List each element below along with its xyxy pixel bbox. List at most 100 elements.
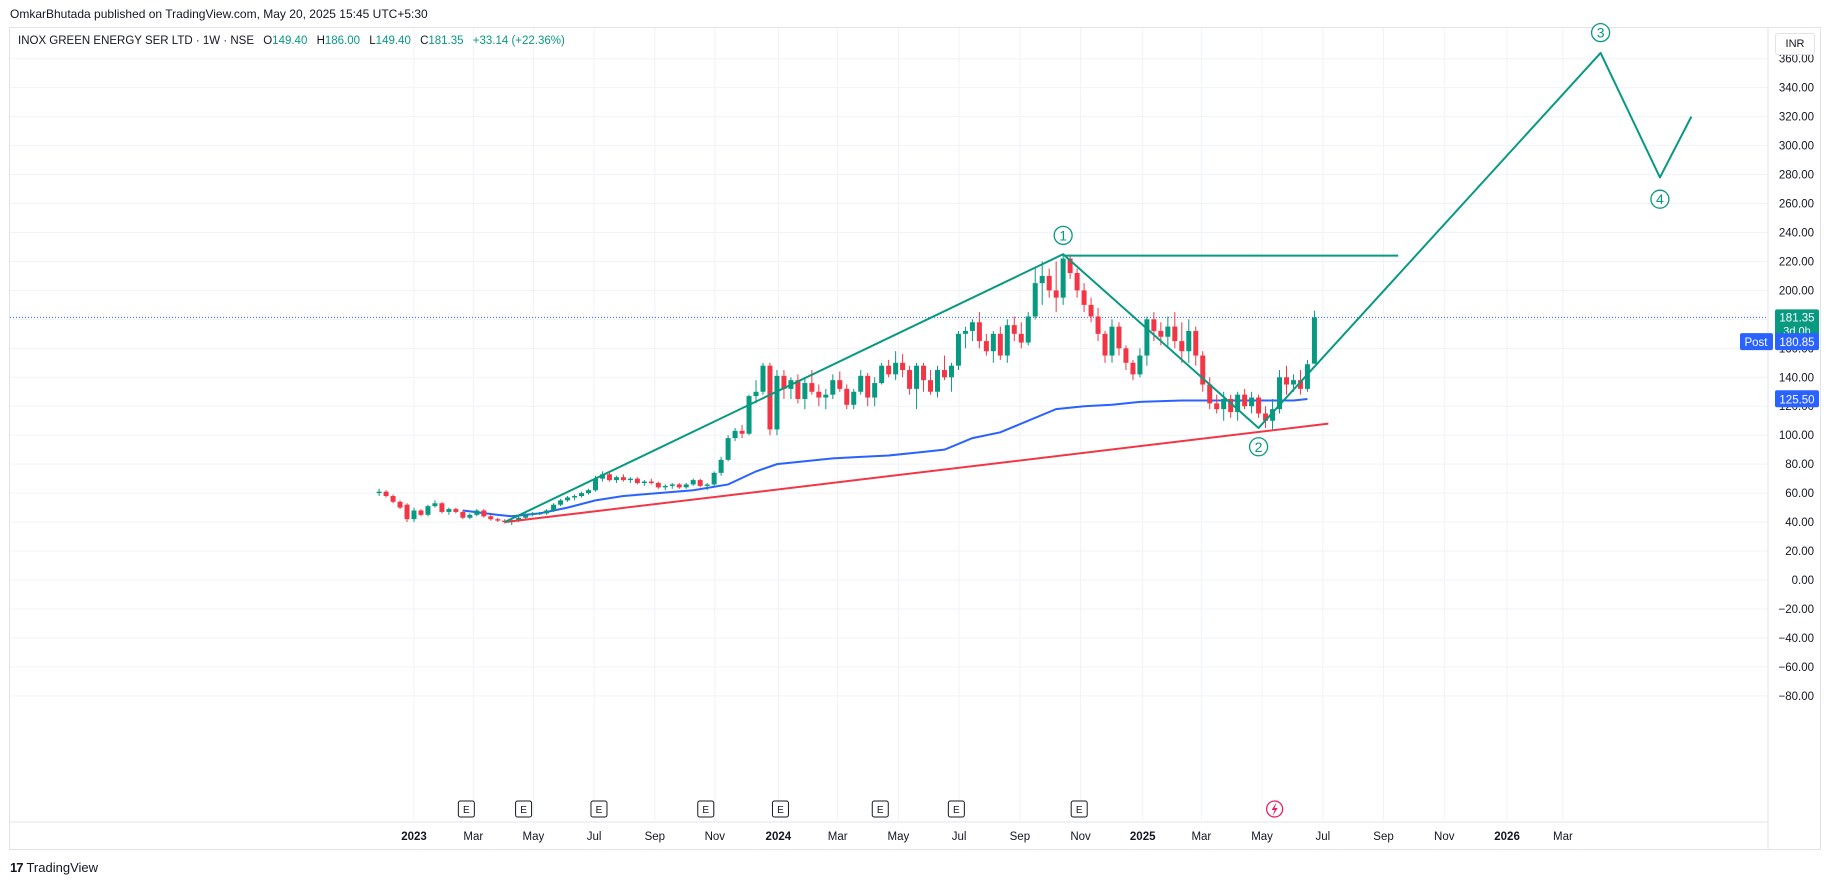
candle-body: [1144, 319, 1150, 356]
earnings-marker[interactable]: E: [697, 800, 715, 818]
time-tick-label: Sep: [645, 831, 665, 843]
close-label: C: [420, 35, 429, 47]
candle-body: [1102, 333, 1108, 356]
wave-label-circle: [1650, 189, 1670, 209]
candle-body: [676, 484, 682, 488]
open-label: O: [263, 35, 273, 47]
earnings-marker-box: [947, 800, 965, 818]
earnings-marker[interactable]: E: [947, 800, 965, 818]
candle-body: [1046, 275, 1052, 291]
wave-label-text: 1: [1059, 227, 1067, 243]
time-tick-label: Nov: [705, 831, 726, 843]
time-tick-label: Nov: [1434, 831, 1455, 843]
last-price-value: 181.35: [1779, 312, 1814, 324]
moving-average-line: [462, 398, 1308, 518]
candle-body: [1088, 304, 1094, 317]
candles: [376, 254, 1317, 525]
candle-body: [592, 478, 598, 491]
price-tick-label: 360.00: [1779, 54, 1814, 66]
symbol-name[interactable]: INOX GREEN ENERGY SER LTD · 1W · NSE: [18, 35, 255, 47]
candle-body: [1263, 413, 1269, 421]
currency-button[interactable]: INR: [1775, 33, 1815, 55]
earnings-marker[interactable]: E: [515, 800, 533, 818]
candle-body: [1179, 341, 1185, 352]
earnings-marker[interactable]: E: [771, 800, 789, 818]
candle-body: [1207, 384, 1213, 404]
price-tick-label: 220.00: [1779, 256, 1814, 268]
candle-body: [858, 375, 864, 392]
candle-body: [586, 490, 591, 494]
price-tick-label: 140.00: [1779, 372, 1814, 384]
post-value-bg: [1775, 333, 1819, 351]
candle-body: [941, 370, 947, 378]
price-tick-label: −20.00: [1779, 604, 1815, 616]
earnings-marker[interactable]: E: [1070, 800, 1088, 818]
price-tick-label: 40.00: [1785, 517, 1814, 529]
candle-body: [844, 388, 850, 405]
candle-body: [579, 493, 585, 497]
candle-body: [620, 477, 626, 481]
candle-body: [1004, 325, 1010, 356]
candle-body: [976, 322, 982, 342]
wave-label-text: 4: [1656, 191, 1664, 207]
price-tick-label: 200.00: [1779, 285, 1814, 297]
wave-label-1: 1: [1053, 225, 1073, 246]
candle-body: [523, 514, 529, 518]
change-value: +33.14 (+22.36%): [472, 35, 565, 47]
candle-body: [928, 380, 934, 392]
candle-body: [851, 391, 857, 405]
candle-body: [1060, 258, 1066, 298]
candle-body: [830, 380, 836, 395]
post-label: Post: [1744, 337, 1768, 349]
candle-body: [606, 474, 612, 481]
candle-body: [753, 391, 759, 397]
candle-body: [648, 481, 654, 483]
candle-body: [460, 511, 466, 518]
earnings-marker-label: E: [702, 805, 709, 816]
low-label: L: [369, 35, 376, 47]
candle-body: [935, 370, 940, 392]
candle-body: [376, 491, 382, 494]
time-tick-label: May: [522, 831, 544, 843]
candle-body: [816, 391, 822, 398]
close-value: 181.35: [428, 35, 464, 47]
candle-body: [1277, 377, 1283, 410]
lightning-icon: [1265, 800, 1284, 818]
time-tick-label: Sep: [1373, 831, 1393, 843]
candle-body: [1256, 397, 1262, 414]
candle-body: [1158, 330, 1164, 337]
earnings-marker[interactable]: E: [590, 800, 608, 818]
candle-body: [1011, 325, 1017, 334]
price-axis: 360.00 340.00 320.00 300.00 280.00 260.00 240.…: [1779, 54, 1815, 703]
candle-body: [732, 430, 738, 439]
candle-body: [1228, 399, 1234, 413]
price-tick-label: 260.00: [1779, 199, 1814, 211]
wave-label-circle: [1248, 437, 1269, 457]
candle-body: [1165, 326, 1171, 337]
candle-body: [1193, 330, 1199, 356]
publisher-line: OmkarBhutada published on TradingView.co…: [10, 7, 428, 21]
candle-body: [746, 396, 752, 434]
time-tick-label: 2025: [1130, 831, 1156, 843]
price-tick-label: −40.00: [1779, 633, 1815, 645]
candle-body: [627, 478, 633, 481]
time-tick-label: 2026: [1494, 831, 1520, 843]
earnings-marker-label: E: [777, 805, 784, 816]
chart-frame: [9, 27, 1821, 850]
tradingview-brand-text: TradingView: [26, 860, 99, 875]
candle-body: [921, 365, 927, 381]
candle-body: [865, 375, 871, 398]
earnings-marker[interactable]: E: [871, 800, 889, 818]
open-value: 149.40: [272, 35, 308, 47]
earnings-marker[interactable]: E: [457, 800, 475, 818]
candle-body: [1270, 409, 1276, 421]
candle-body: [390, 496, 396, 502]
candle-body: [809, 383, 815, 392]
candle-body: [837, 380, 843, 389]
candle-body: [634, 478, 640, 483]
candle-body: [404, 504, 410, 520]
tradingview-logo[interactable]: 17 TradingView: [10, 860, 98, 875]
candle-body: [704, 484, 710, 486]
